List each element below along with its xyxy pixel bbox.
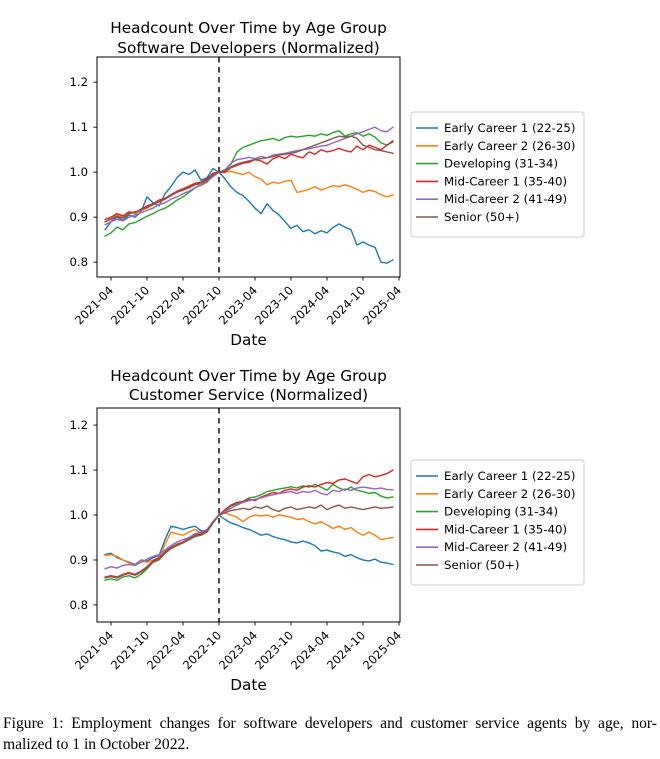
plot-frame xyxy=(96,56,401,278)
x-tick-label: 2022-04 xyxy=(144,628,188,672)
x-tick-label: 2023-04 xyxy=(216,628,260,672)
x-tick-label: 2024-04 xyxy=(288,283,332,327)
customer-service-chart: Headcount Over Time by Age GroupCustomer… xyxy=(70,367,585,694)
y-tick-label: 1.0 xyxy=(70,165,88,179)
series-line-senior-50 xyxy=(104,504,394,579)
x-tick-label: 2024-04 xyxy=(288,628,332,672)
legend-label: Early Career 2 (26-30) xyxy=(444,487,575,501)
x-tick-label: 2021-04 xyxy=(72,283,116,327)
series-line-mid-career-2-41-49 xyxy=(104,486,394,570)
chart-title-line1: Headcount Over Time by Age Group xyxy=(110,367,387,385)
series-line-early-career-2-26-30 xyxy=(104,170,394,223)
x-tick-label: 2023-04 xyxy=(216,283,260,327)
plot-frame xyxy=(96,407,401,623)
y-tick-label: 1.1 xyxy=(70,120,88,134)
series-line-early-career-1-22-25 xyxy=(104,514,394,566)
series-line-senior-50 xyxy=(104,135,394,223)
x-tick-label: 2024-10 xyxy=(324,283,368,327)
legend-label: Developing (31-34) xyxy=(444,505,558,519)
x-tick-label: 2025-04 xyxy=(360,283,404,327)
x-tick-label: 2021-10 xyxy=(108,628,152,672)
legend-label: Senior (50+) xyxy=(444,210,519,224)
legend-label: Early Career 1 (22-25) xyxy=(444,469,575,483)
x-axis-title: Date xyxy=(230,331,267,349)
x-tick-label: 2023-10 xyxy=(252,628,296,672)
series-line-early-career-1-22-25 xyxy=(104,167,394,264)
legend-label: Early Career 2 (26-30) xyxy=(444,139,575,153)
y-tick-label: 1.0 xyxy=(70,508,88,522)
series-line-mid-career-1-35-40 xyxy=(104,469,394,578)
y-tick-label: 0.9 xyxy=(70,553,88,567)
caption-line-2: malized to 1 in October 2022. xyxy=(3,735,190,753)
figure-caption: Figure 1: Employment changes for softwar… xyxy=(3,714,657,755)
x-axis-title: Date xyxy=(230,676,267,694)
caption-line-1: Figure 1: Employment changes for softwar… xyxy=(3,715,657,732)
series-line-developing-31-34 xyxy=(104,130,394,237)
legend-label: Mid-Career 2 (41-49) xyxy=(444,540,567,554)
legend-label: Early Career 1 (22-25) xyxy=(444,121,575,135)
x-tick-label: 2021-04 xyxy=(72,628,116,672)
legend-box xyxy=(410,111,585,238)
series-line-mid-career-1-35-40 xyxy=(104,140,394,221)
y-tick-label: 0.8 xyxy=(70,255,88,269)
x-tick-label: 2023-10 xyxy=(252,283,296,327)
y-tick-label: 1.2 xyxy=(70,75,88,89)
legend-label: Mid-Career 1 (35-40) xyxy=(444,174,567,188)
legend-label: Developing (31-34) xyxy=(444,157,558,171)
x-tick-label: 2022-10 xyxy=(180,628,224,672)
software-developers-chart: Headcount Over Time by Age Group Software… xyxy=(70,19,585,349)
series-line-mid-career-2-41-49 xyxy=(104,126,394,226)
y-tick-label: 1.2 xyxy=(70,418,88,432)
y-tick-label: 0.9 xyxy=(70,210,88,224)
x-tick-label: 2022-10 xyxy=(180,283,224,327)
x-tick-label: 2022-04 xyxy=(144,283,188,327)
y-tick-label: 1.1 xyxy=(70,463,88,477)
chart-title-line2: Software Developers (Normalized) xyxy=(117,39,379,57)
chart-title-line1: Headcount Over Time by Age Group xyxy=(110,19,387,37)
legend-box xyxy=(410,459,585,586)
x-tick-label: 2025-04 xyxy=(360,628,404,672)
y-tick-label: 0.8 xyxy=(70,598,88,612)
chart-title-line2: Customer Service (Normalized) xyxy=(129,386,368,404)
series-line-early-career-2-26-30 xyxy=(104,512,394,567)
legend-label: Mid-Career 1 (35-40) xyxy=(444,522,567,536)
x-tick-label: 2021-10 xyxy=(108,283,152,327)
x-tick-label: 2024-10 xyxy=(324,628,368,672)
legend-label: Mid-Career 2 (41-49) xyxy=(444,192,567,206)
legend-label: Senior (50+) xyxy=(444,558,519,572)
